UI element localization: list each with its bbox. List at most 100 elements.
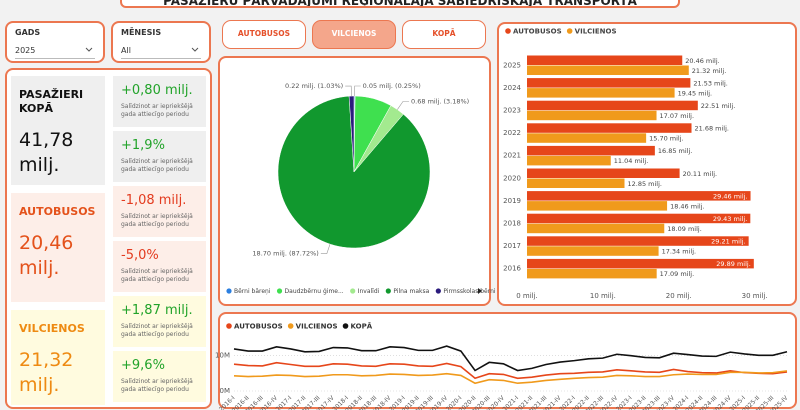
bar [527, 78, 691, 88]
change-note: Salīdzinot ar iepriekšējā gada attiecīgo… [121, 323, 193, 338]
y-tick-label: 2019 [503, 197, 521, 205]
legend-arrow [478, 288, 482, 294]
bar [527, 123, 692, 133]
tab-button[interactable]: VILCIENOS [312, 20, 396, 49]
legend-swatch [226, 323, 232, 329]
bar-value-label: 17.34 milj. [662, 248, 697, 256]
bar [527, 213, 751, 224]
leader-line [354, 85, 361, 97]
kpi-value: 21,32 milj. [19, 349, 74, 396]
change-card: -5,0% Salīdzinot ar iepriekšējā gada atti… [113, 241, 206, 292]
legend-label: Bērni bāreņi [234, 288, 271, 295]
bar-value-label: 22.51 milj. [701, 102, 736, 110]
bar-value-label: 21.32 milj. [692, 67, 727, 75]
chevron [85, 47, 93, 52]
y-tick-label: 0M [220, 387, 231, 395]
bar [527, 155, 611, 166]
bar [527, 55, 683, 65]
bar [527, 191, 751, 201]
bar-value-label: 12.85 milj. [628, 180, 663, 188]
kpi-value: 41,78 milj. [19, 129, 74, 176]
tab-button[interactable]: KOPĀ [402, 20, 486, 49]
change-note: Salīdzinot ar iepriekšējā gada attiecīgo… [121, 158, 193, 173]
filter-value[interactable]: 2025 [15, 43, 95, 59]
filter-text: 2025 [15, 46, 36, 55]
change-card: +1,87 milj. Salīdzinot ar iepriekšējā gad… [113, 296, 206, 347]
kpi-group: PASAŽIERI KOPĀ 41,78 milj. AUTOBUSOS 20,46… [5, 68, 212, 409]
filter-value[interactable]: All [121, 43, 201, 59]
change-card: +1,9% Salīdzinot ar iepriekšējā gada atti… [113, 131, 206, 182]
bar-value-label: 17.09 milj. [660, 270, 695, 278]
bar [527, 201, 668, 211]
pie-slice [348, 95, 355, 173]
filter-label: MĒNESIS [121, 28, 162, 37]
pie-slice [277, 95, 431, 249]
x-tick-label: 0 milj. [516, 292, 538, 300]
y-tick-label: 2023 [503, 107, 521, 115]
y-tick-label: 2025 [503, 61, 521, 69]
pie-label: 0.05 milj. (0.25%) [363, 82, 421, 90]
y-tick-label: 2020 [503, 174, 521, 182]
year-filter[interactable]: GADS 2025 [5, 21, 105, 63]
change-note: Salīdzinot ar iepriekšējā gada attiecīgo… [121, 378, 193, 393]
tab-button[interactable]: AUTOBUSOS [222, 20, 306, 49]
bar [527, 100, 698, 111]
change-note: Salīdzinot ar iepriekšējā gada attiecīgo… [121, 103, 193, 118]
bar [527, 268, 657, 279]
bar [527, 246, 659, 256]
bar [527, 223, 665, 234]
bar [527, 133, 647, 143]
kpi-card: AUTOBUSOS 20,46 milj. [11, 193, 105, 302]
pie-label: 0.68 milj. (3.18%) [411, 97, 469, 105]
change-value: -5,0% [121, 248, 159, 263]
bar-value-label: 17.07 milj. [660, 112, 695, 120]
change-value: +1,87 milj. [121, 303, 193, 318]
chevron [191, 47, 199, 52]
legend-swatch [287, 323, 294, 329]
legend-swatch [342, 323, 349, 329]
line-panel [218, 312, 797, 409]
series-line [233, 345, 788, 372]
bar [527, 178, 625, 188]
bar-value-label: 18.46 milj. [670, 202, 705, 210]
bar-value-label: 20.11 milj. [683, 170, 718, 178]
month-filter[interactable]: MĒNESIS All [111, 21, 211, 63]
bar [527, 258, 754, 269]
y-tick-label: 2024 [503, 84, 521, 92]
filter-label: GADS [15, 28, 41, 37]
bar-value-label: 29.21 milj. [711, 238, 746, 246]
kpi-card: PASAŽIERI KOPĀ 41,78 milj. [11, 76, 105, 185]
filter-text: All [121, 46, 131, 55]
change-value: +9,6% [121, 358, 165, 373]
leader-line [320, 244, 331, 254]
x-tick-label: 20 milj. [666, 292, 692, 300]
legend-label: KOPĀ [351, 322, 373, 331]
x-tick-label: 10 milj. [590, 292, 616, 300]
y-tick-label: 2017 [503, 242, 521, 250]
y-tick-label: 10M [215, 352, 230, 360]
legend-label: Pirmsskolas bērni [443, 288, 496, 295]
bar-value-label: 11.04 milj. [614, 157, 649, 165]
kpi-value: 20,46 milj. [19, 232, 74, 279]
change-card: +0,80 milj. Salīdzinot ar iepriekšējā gad… [113, 76, 206, 127]
legend-label: AUTOBUSOS [234, 323, 283, 331]
legend-swatch [566, 28, 573, 34]
legend-swatch [350, 288, 356, 294]
kpi-label: VILCIENOS [19, 322, 85, 335]
change-note: Salīdzinot ar iepriekšējā gada attiecīgo… [121, 268, 193, 283]
bar-value-label: 29.89 milj. [716, 260, 751, 268]
bar-value-label: 29.46 milj. [713, 192, 748, 200]
y-tick-label: 2018 [503, 220, 521, 228]
legend-swatch [226, 288, 232, 294]
bar [527, 145, 655, 156]
legend-swatch [385, 288, 391, 294]
change-value: +0,80 milj. [121, 83, 193, 98]
series-line [233, 361, 788, 380]
y-tick-label: 2016 [503, 265, 521, 273]
legend-swatch [276, 288, 283, 294]
legend-label: AUTOBUSOS [513, 28, 562, 36]
legend-label: Daudzbērnu ģime... [285, 288, 344, 295]
change-card: +9,6% Salīdzinot ar iepriekšējā gada atti… [113, 351, 206, 402]
